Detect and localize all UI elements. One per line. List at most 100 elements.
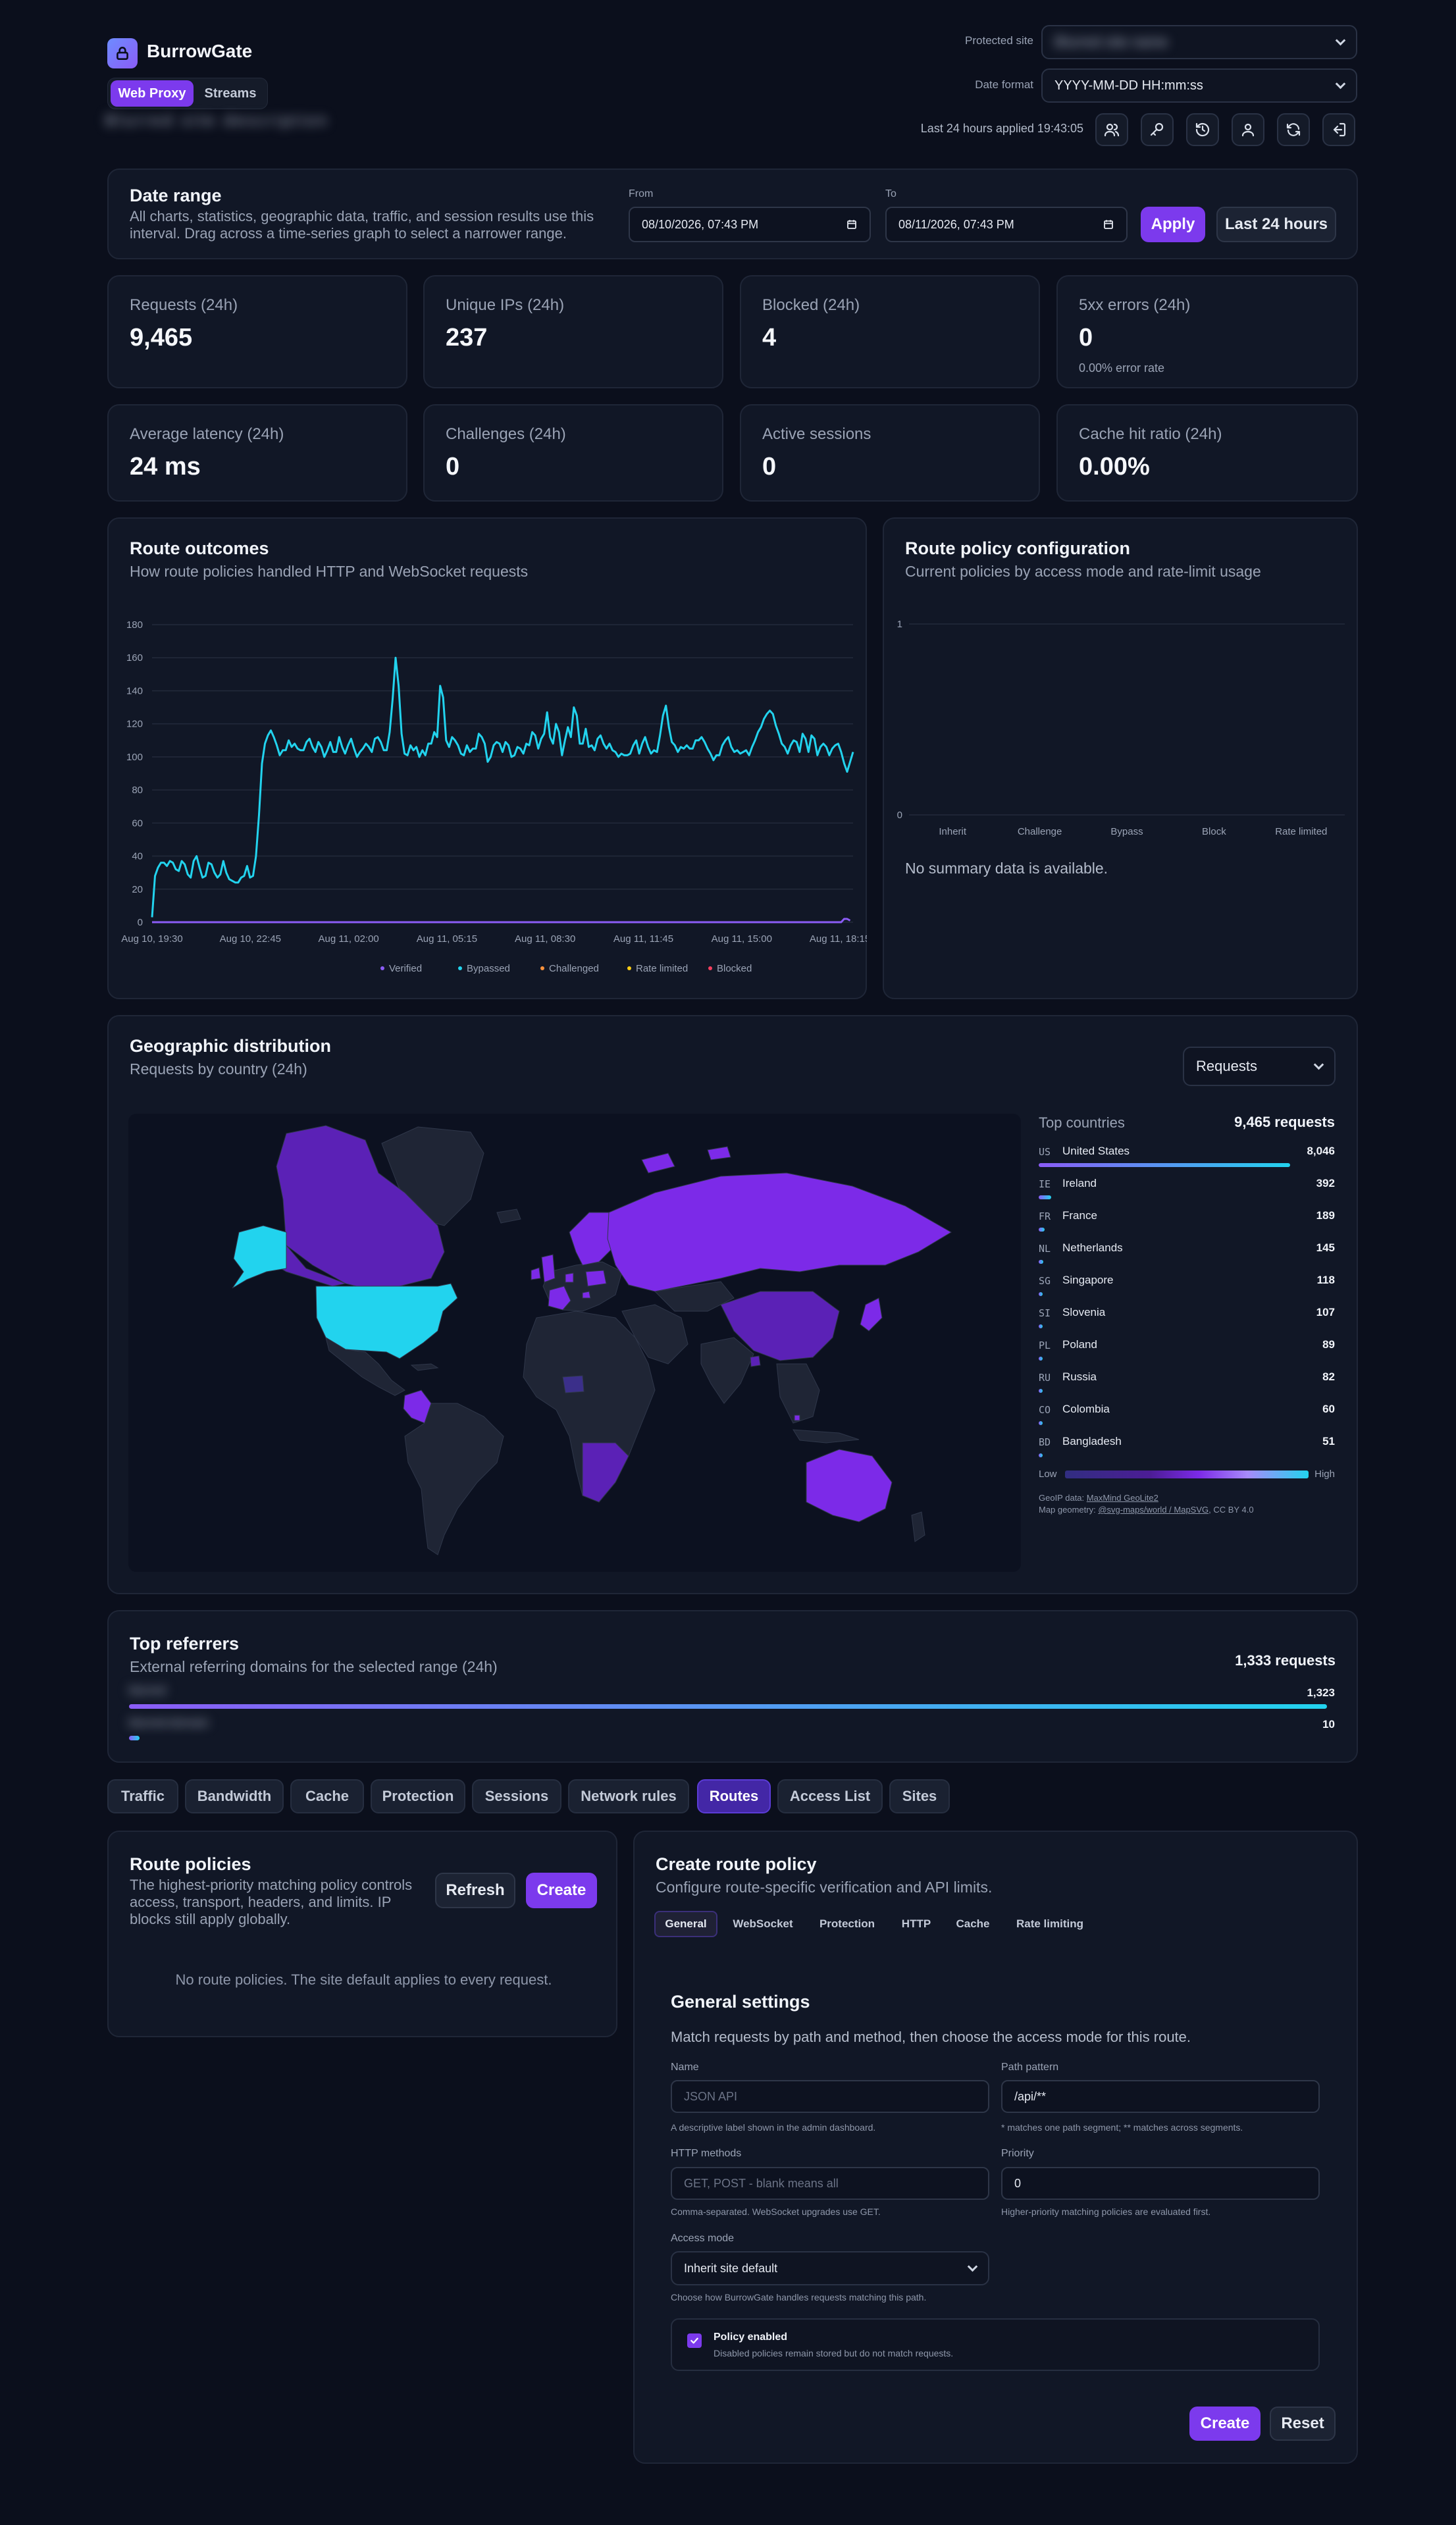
country-row[interactable]: NL Netherlands 145 — [1039, 1241, 1335, 1272]
country-name: France — [1062, 1209, 1097, 1222]
country-row[interactable]: FR France 189 — [1039, 1209, 1335, 1239]
country-iceland[interactable] — [496, 1209, 521, 1224]
logout-button[interactable] — [1322, 113, 1355, 146]
country-singapore[interactable] — [794, 1415, 800, 1421]
keys-button[interactable] — [1141, 113, 1174, 146]
country-china[interactable] — [720, 1291, 840, 1361]
region-southeast-asia[interactable] — [776, 1363, 820, 1424]
subtab-cache[interactable]: Cache — [956, 1917, 990, 1930]
tab-network-rules[interactable]: Network rules — [568, 1779, 689, 1813]
country-row[interactable]: SG Singapore 118 — [1039, 1274, 1335, 1304]
tab-bandwidth[interactable]: Bandwidth — [185, 1779, 284, 1813]
tab-streams[interactable]: Streams — [204, 86, 257, 101]
name-input[interactable]: JSON API — [671, 2080, 989, 2113]
region-southern-africa[interactable] — [582, 1442, 629, 1503]
subtab-http[interactable]: HTTP — [901, 1917, 931, 1930]
country-russia[interactable] — [607, 1172, 952, 1292]
referrer-domain[interactable]: blurred — [129, 1684, 167, 1697]
country-row[interactable]: IE Ireland 392 — [1039, 1177, 1335, 1207]
tab-routes[interactable]: Routes — [697, 1779, 771, 1813]
country-cuba[interactable] — [410, 1363, 439, 1371]
x-tick-label: Bypass — [1110, 826, 1143, 837]
geo-metric-select[interactable]: Requests — [1183, 1047, 1336, 1086]
country-india[interactable] — [700, 1337, 754, 1404]
create-submit-button[interactable]: Create — [1189, 2407, 1261, 2441]
country-france[interactable] — [548, 1286, 571, 1311]
country-row[interactable]: BD Bangladesh 51 — [1039, 1435, 1335, 1465]
country-ireland[interactable] — [531, 1267, 541, 1280]
country-row[interactable]: PL Poland 89 — [1039, 1338, 1335, 1368]
country-new-zealand[interactable] — [911, 1511, 925, 1542]
access-mode-select[interactable]: Inherit site default — [671, 2251, 989, 2285]
check-icon — [690, 2337, 698, 2344]
country-japan[interactable] — [860, 1297, 883, 1332]
route-outcomes-chart[interactable]: 0 20 40 60 80 100 120 140 160 180 Aug 10, 19:30 Aug… — [107, 517, 867, 999]
map-credit: Map geometry: @svg-maps/world / MapSVG, … — [1039, 1505, 1254, 1515]
subtab-rate-limiting[interactable]: Rate limiting — [1016, 1917, 1083, 1930]
users-button[interactable] — [1095, 113, 1128, 146]
legend-label[interactable]: Blocked — [717, 963, 752, 974]
legend-label[interactable]: Rate limited — [636, 963, 688, 974]
history-button[interactable] — [1186, 113, 1219, 146]
path-input[interactable]: /api/** — [1001, 2080, 1320, 2113]
tab-cache[interactable]: Cache — [290, 1779, 364, 1813]
date-format-select[interactable]: YYYY-MM-DD HH:mm:ss — [1041, 68, 1357, 103]
region-scandinavia[interactable] — [569, 1212, 616, 1266]
country-row[interactable]: SI Slovenia 107 — [1039, 1306, 1335, 1336]
country-row[interactable]: US United States 8,046 — [1039, 1145, 1335, 1175]
legend-label[interactable]: Verified — [389, 963, 422, 974]
from-datetime-input[interactable]: 08/10/2026, 07:43 PM — [629, 207, 871, 242]
legend-label[interactable]: Challenged — [549, 963, 599, 974]
region-alaska[interactable] — [232, 1225, 287, 1289]
priority-input[interactable]: 0 — [1001, 2167, 1320, 2200]
country-mexico[interactable] — [325, 1336, 405, 1396]
to-datetime-input[interactable]: 08/11/2026, 07:43 PM — [885, 207, 1128, 242]
map-credit-link[interactable]: @svg-maps/world / MapSVG — [1098, 1505, 1209, 1515]
chevron-down-icon — [1335, 78, 1346, 89]
series-line-verified[interactable] — [152, 918, 851, 924]
apply-button[interactable]: Apply — [1141, 207, 1205, 242]
methods-input[interactable]: GET, POST - blank means all — [671, 2167, 989, 2200]
tab-web-proxy[interactable]: Web Proxy — [111, 80, 194, 107]
country-slovenia[interactable] — [582, 1291, 591, 1299]
tab-protection[interactable]: Protection — [371, 1779, 465, 1813]
protected-site-select[interactable]: Blurred site name — [1041, 25, 1357, 59]
country-uk[interactable] — [541, 1254, 556, 1283]
world-map[interactable] — [128, 1114, 1021, 1572]
legend-gradient — [1065, 1471, 1309, 1478]
country-netherlands[interactable] — [565, 1272, 574, 1283]
tab-access-list[interactable]: Access List — [777, 1779, 883, 1813]
region-south-america[interactable] — [404, 1403, 504, 1555]
refresh-policies-button[interactable]: Refresh — [435, 1873, 515, 1908]
tab-sessions[interactable]: Sessions — [472, 1779, 561, 1813]
country-poland[interactable] — [585, 1270, 607, 1287]
create-policy-button[interactable]: Create — [526, 1873, 597, 1908]
reset-button[interactable]: Reset — [1270, 2407, 1336, 2441]
referrer-domain[interactable]: blurred-domain — [129, 1716, 209, 1729]
country-australia[interactable] — [806, 1449, 893, 1523]
country-bangladesh[interactable] — [750, 1355, 761, 1367]
region-arctic-islands[interactable] — [641, 1146, 731, 1174]
country-row[interactable]: CO Colombia 60 — [1039, 1403, 1335, 1433]
subtab-protection[interactable]: Protection — [819, 1917, 875, 1930]
country-canada[interactable] — [276, 1125, 445, 1292]
from-label: From — [629, 188, 654, 199]
country-nigeria[interactable] — [562, 1375, 585, 1393]
logout-icon — [1333, 122, 1346, 137]
tab-traffic[interactable]: Traffic — [107, 1779, 178, 1813]
subtab-websocket[interactable]: WebSocket — [733, 1917, 793, 1930]
legend-label[interactable]: Bypassed — [467, 963, 510, 974]
series-line-bypassed[interactable] — [151, 656, 854, 918]
country-row[interactable]: RU Russia 82 — [1039, 1370, 1335, 1401]
account-button[interactable] — [1232, 113, 1264, 146]
last-24-hours-button[interactable]: Last 24 hours — [1216, 207, 1336, 242]
refresh-button[interactable] — [1277, 113, 1310, 146]
country-indonesia[interactable] — [793, 1429, 860, 1444]
policy-enabled-checkbox[interactable] — [687, 2333, 702, 2348]
subtab-general[interactable]: General — [654, 1911, 717, 1937]
country-name: Poland — [1062, 1338, 1097, 1351]
region-middle-east[interactable] — [621, 1304, 689, 1365]
tab-sites[interactable]: Sites — [889, 1779, 950, 1813]
geoip-credit-link[interactable]: MaxMind GeoLite2 — [1086, 1493, 1158, 1503]
country-kazakhstan[interactable] — [654, 1281, 735, 1312]
